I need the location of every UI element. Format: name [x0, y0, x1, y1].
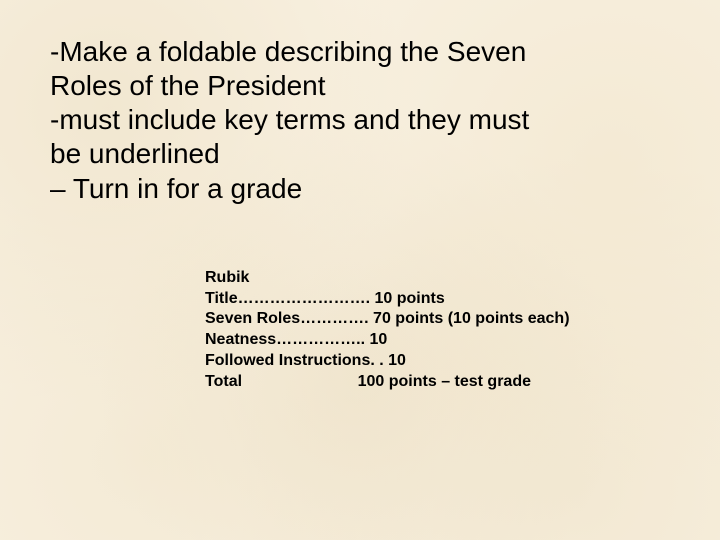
rubric-roles-line: Seven Roles…………. 70 points (10 points ea…	[205, 309, 670, 330]
instruction-line: – Turn in for a grade	[50, 172, 670, 206]
rubric-neatness-line: Neatness…………….. 10	[205, 330, 670, 351]
instruction-line: -Make a foldable describing the Seven	[50, 35, 670, 69]
instruction-line: be underlined	[50, 137, 670, 171]
instruction-line: Roles of the President	[50, 69, 670, 103]
rubric-block: Rubik Title……………………. 10 points Seven Rol…	[205, 268, 670, 393]
instructions-block: -Make a foldable describing the Seven Ro…	[50, 35, 670, 206]
rubric-total-line: Total 100 points – test grade	[205, 372, 670, 393]
rubric-followed-line: Followed Instructions. . 10	[205, 351, 670, 372]
rubric-heading: Rubik	[205, 268, 670, 289]
slide-container: -Make a foldable describing the Seven Ro…	[0, 0, 720, 540]
rubric-title-line: Title……………………. 10 points	[205, 289, 670, 310]
instruction-line: -must include key terms and they must	[50, 103, 670, 137]
